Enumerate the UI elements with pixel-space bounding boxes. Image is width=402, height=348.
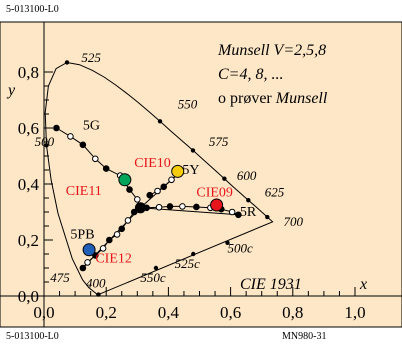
series-label: 5R xyxy=(240,205,257,220)
bottom-code: 5-013100-L0 xyxy=(6,331,59,342)
locus-marker xyxy=(64,60,70,65)
annotation-line-1: Munsell V=2,5,8 xyxy=(217,42,326,59)
series-5y: 5Y xyxy=(140,163,200,209)
series-point xyxy=(99,245,107,252)
series-point xyxy=(53,124,60,132)
chart-background xyxy=(0,21,402,328)
x-axis-label: x xyxy=(359,276,367,293)
series-point xyxy=(102,165,110,172)
series-point xyxy=(79,141,87,149)
annotation-italic: Munsell xyxy=(275,90,328,107)
series-point xyxy=(155,203,163,211)
wavelength-label: 525c xyxy=(175,256,201,271)
complementary-marker xyxy=(225,240,230,245)
x-tick-label: 0,2 xyxy=(96,303,117,322)
wavelength-label: 700 xyxy=(283,214,303,229)
wavelength-labels: 525 550 575 600 625 700 500 475 400 500c 525c 550c xyxy=(35,50,304,290)
series-point xyxy=(124,217,132,224)
y-tick-label: 0,4 xyxy=(18,175,40,194)
y-axis-label: y xyxy=(6,82,16,99)
locus-marker xyxy=(246,198,251,203)
wavelength-label: 600 xyxy=(237,168,257,183)
spectral-locus xyxy=(44,61,274,296)
bottom-id: MN980-31 xyxy=(282,331,327,342)
locus-marker xyxy=(265,214,270,220)
x-tick-label: 0,4 xyxy=(158,303,180,322)
annotation-prefix: o prøver xyxy=(218,90,276,107)
locus-marker xyxy=(222,176,227,181)
sample-points: CIE09 CIE10 CIE11 CIE12 xyxy=(66,156,233,266)
sample-label: CIE10 xyxy=(134,156,171,171)
annotation-line-2: C=4, 8, ... xyxy=(218,66,283,83)
sample-label: CIE12 xyxy=(95,251,132,266)
wavelength-label: 575 xyxy=(209,134,229,149)
series-point xyxy=(84,259,91,266)
top-code: 5-013100-L0 xyxy=(6,4,59,15)
series-point xyxy=(134,196,141,203)
series-point xyxy=(179,203,186,210)
sample-cie10 xyxy=(171,164,185,178)
sample-label: CIE09 xyxy=(196,186,233,201)
wavelength-label: 500c xyxy=(227,241,253,256)
x-tick-label: 0,0 xyxy=(33,303,54,322)
x-tick-label: 1,0 xyxy=(344,303,365,322)
series-label: 5G xyxy=(83,118,100,133)
wavelength-label: 400 xyxy=(86,276,106,291)
chart-title: CIE 1931 xyxy=(240,276,302,293)
series-point xyxy=(79,264,87,272)
x-tick-label: 0,6 xyxy=(220,303,241,322)
white-point xyxy=(134,202,146,214)
series-point xyxy=(92,155,99,163)
series-point xyxy=(235,211,242,219)
series-point xyxy=(193,203,200,211)
tick-labels: 0,0 0,2 0,4 0,6 0,8 1,0 0,0 0,2 0,4 0,6 0,8 xyxy=(18,63,366,322)
series-point xyxy=(168,176,175,184)
series-point xyxy=(146,191,154,199)
annotation-line-3: o prøver Munsell xyxy=(218,90,328,107)
series-point xyxy=(228,208,236,216)
series-point xyxy=(160,183,168,191)
sample-cie12 xyxy=(82,243,96,257)
locus-marker xyxy=(44,143,49,148)
y-tick-label: 0,2 xyxy=(18,231,39,250)
sample-label: CIE11 xyxy=(66,184,102,199)
wavelength-label: 550 xyxy=(178,96,198,111)
locus-marker xyxy=(190,148,196,153)
complementary-marker xyxy=(191,251,196,257)
locus-marker xyxy=(157,119,163,124)
y-tick-label: 0,6 xyxy=(18,119,39,138)
wavelength-label: 550c xyxy=(140,270,166,285)
sample-cie09 xyxy=(210,198,224,212)
complementary-marker xyxy=(153,265,159,271)
wavelength-label: 525 xyxy=(81,50,101,65)
series-label: 5Y xyxy=(182,163,199,178)
series-point xyxy=(154,187,161,195)
wavelength-label: 625 xyxy=(265,185,285,200)
wavelength-label: 500 xyxy=(35,134,55,149)
complementary-markers xyxy=(44,60,270,297)
y-tick-label: 0,0 xyxy=(18,287,39,306)
series-point xyxy=(118,225,126,233)
series-point xyxy=(67,133,74,140)
series-point xyxy=(113,231,121,238)
x-tick-label: 0,8 xyxy=(282,303,303,322)
wavelength-label: 475 xyxy=(50,270,70,285)
sample-cie11 xyxy=(118,173,132,187)
y-tick-label: 0,8 xyxy=(18,63,39,82)
series-point xyxy=(166,203,174,210)
series-point xyxy=(126,186,133,193)
series-point xyxy=(106,236,113,244)
series-5pb: 5PB xyxy=(70,207,141,272)
series-label: 5PB xyxy=(70,228,94,243)
complementary-marker xyxy=(96,292,101,297)
